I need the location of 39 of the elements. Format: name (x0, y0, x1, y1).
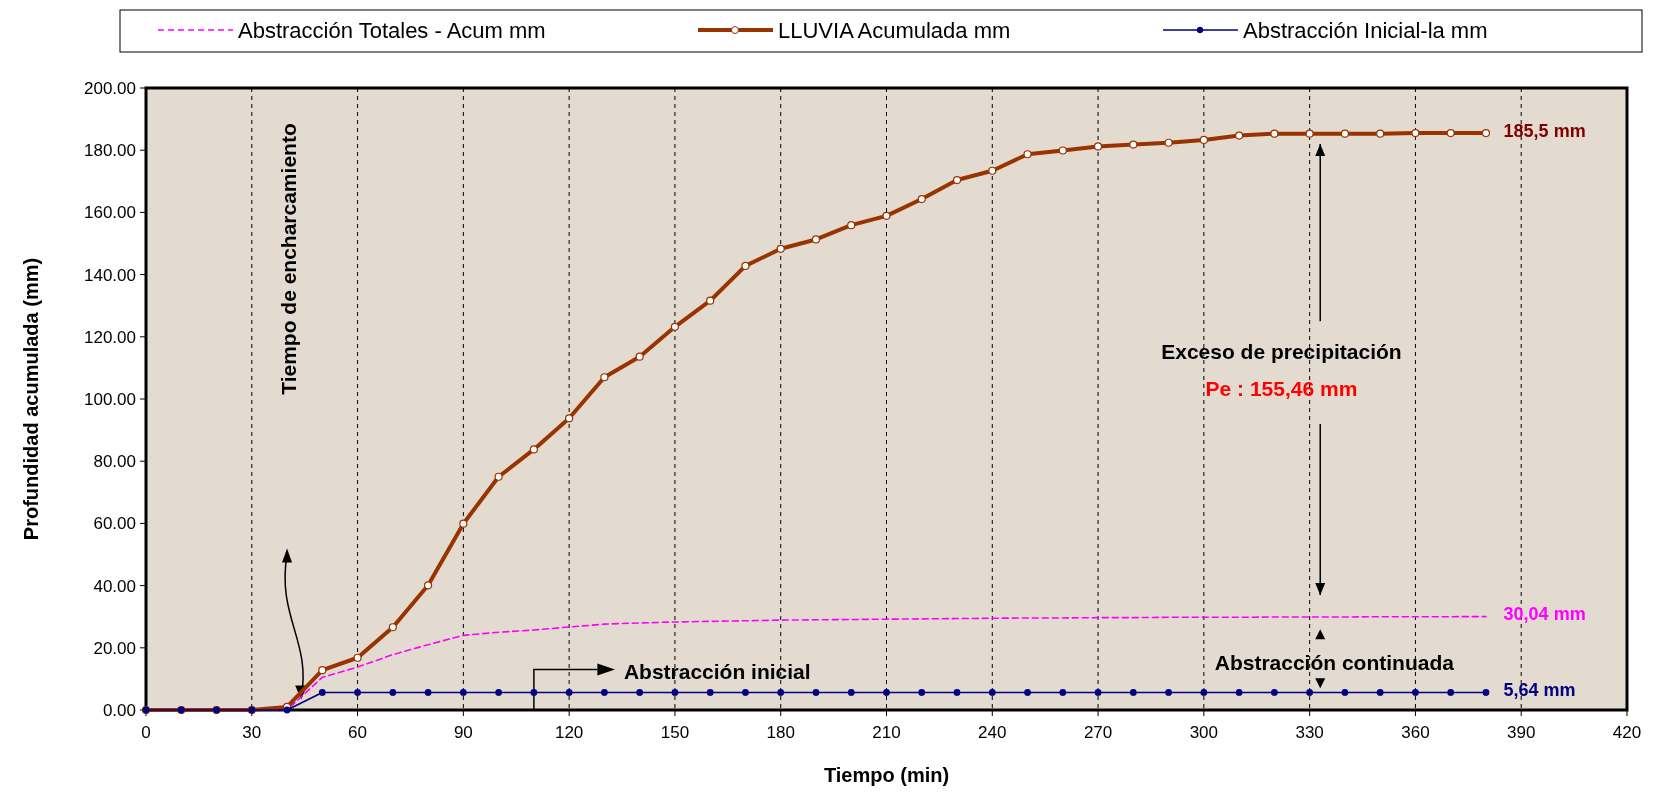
x-tick-label: 360 (1401, 723, 1430, 742)
x-tick-label: 0 (141, 723, 151, 742)
x-tick-label: 420 (1612, 723, 1642, 742)
annotation: Tiempo de encharcamiento (276, 123, 300, 395)
x-axis-title: Tiempo (min) (823, 764, 950, 786)
y-tick-label: 100.00 (84, 390, 136, 409)
y-tick-label: 180.00 (84, 141, 136, 161)
y-tick-label: 120.00 (84, 327, 136, 347)
annotation: 185,5 mm (1503, 120, 1586, 141)
y-tick-label: 200.00 (84, 79, 136, 98)
y-tick-label: 140.00 (84, 265, 136, 285)
annotation: Abstracción continuada (1214, 650, 1455, 674)
x-tick-label: 150 (660, 723, 690, 742)
annotation: Exceso de precipitación (1161, 339, 1402, 363)
x-tick-label: 90 (453, 723, 473, 742)
x-tick-label: 390 (1507, 723, 1536, 742)
x-tick-label: 270 (1083, 723, 1113, 742)
x-tick-label: 180 (766, 723, 795, 742)
annotation: 30,04 mm (1503, 604, 1586, 625)
x-tick-label: 30 (242, 723, 262, 742)
x-tick-label: 240 (978, 723, 1007, 742)
x-tick-label: 210 (872, 723, 901, 742)
y-tick-label: 40.00 (93, 576, 136, 596)
annotation: Abstracción inicial (623, 659, 811, 683)
y-tick-label: 160.00 (84, 203, 136, 223)
x-tick-label: 300 (1189, 723, 1219, 742)
annotation: 5,64 mm (1503, 680, 1576, 701)
y-tick-label: 0.00 (102, 701, 136, 720)
y-axis-title: Profundidad acumulada (mm) (20, 257, 42, 541)
y-tick-label: 60.00 (93, 514, 136, 534)
x-tick-label: 120 (554, 723, 584, 742)
annotation: Pe : 155,46 mm (1205, 376, 1358, 400)
x-tick-label: 60 (348, 723, 368, 742)
y-tick-label: 80.00 (93, 452, 136, 472)
x-tick-label: 330 (1295, 723, 1324, 742)
y-tick-label: 20.00 (93, 638, 136, 658)
legend-label: LLUVIA Acumulada mm (778, 18, 1011, 43)
legend-label: Abstracción Inicial-la mm (1243, 18, 1488, 43)
legend-label: Abstracción Totales - Acum mm (238, 18, 546, 43)
